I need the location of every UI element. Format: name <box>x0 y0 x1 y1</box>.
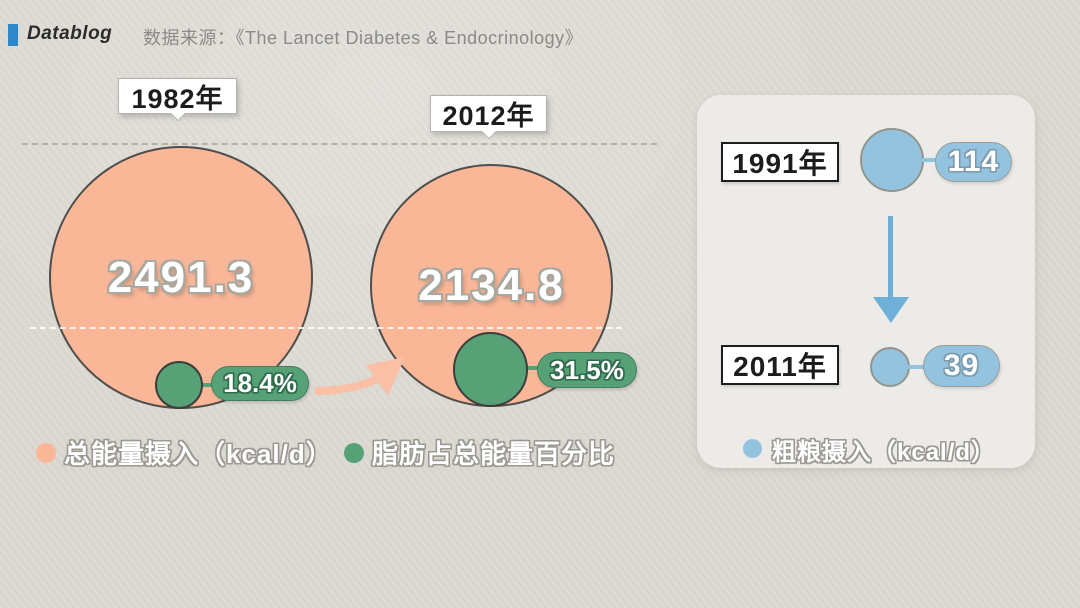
fat-pill-1982: 18.4% <box>211 366 309 401</box>
grain-pill-connector-1991 <box>921 158 936 162</box>
decrease-arrow-head-icon <box>873 297 909 323</box>
grain-pill-1991: 114 <box>935 142 1012 182</box>
reference-dashed-line <box>30 327 622 329</box>
grain-pill-2011: 39 <box>923 345 1000 387</box>
energy-value-2012: 2134.8 <box>418 260 565 310</box>
legend-dot-energy-icon <box>36 443 56 463</box>
year-tag-1991-label: 1991年 <box>732 148 828 179</box>
logo-bar-icon <box>8 24 18 46</box>
year-tag-2011: 2011年 <box>721 345 839 385</box>
year-tag-2011-label: 2011年 <box>733 351 827 382</box>
legend-label-fat: 脂肪占总能量百分比 <box>372 439 616 469</box>
fat-circle-1982 <box>155 361 203 409</box>
fat-pill-connector-2012 <box>524 366 540 370</box>
grain-pill-connector-2011 <box>908 365 924 369</box>
coarse-grain-card: 1991年 114 2011年 39 粗粮摄入（kcal/d） <box>697 95 1035 468</box>
fat-pill-connector-1982 <box>199 383 215 387</box>
data-source-text: 数据来源：《The Lancet Diabetes & Endocrinolog… <box>143 28 584 48</box>
energy-value-1982: 2491.3 <box>107 252 255 302</box>
year-tag-1991: 1991年 <box>721 142 839 182</box>
fat-pill-2012: 31.5% <box>537 352 637 388</box>
legend-label-grain: 粗粮摄入（kcal/d） <box>772 439 997 466</box>
year-tag-1982: 1982年 <box>118 78 237 122</box>
grain-circle-1991 <box>860 128 924 192</box>
baseline-dashed-line <box>22 143 657 145</box>
grain-circle-2011 <box>870 347 910 387</box>
legend-label-energy: 总能量摄入（kcal/d） <box>64 439 333 469</box>
legend-dot-fat-icon <box>344 443 364 463</box>
fat-circle-2012 <box>453 332 528 407</box>
year-tag-2012: 2012年 <box>430 95 547 140</box>
legend-dot-grain-icon <box>743 439 762 458</box>
logo-text: Datablog <box>27 23 113 44</box>
decrease-arrow-line <box>888 216 893 300</box>
